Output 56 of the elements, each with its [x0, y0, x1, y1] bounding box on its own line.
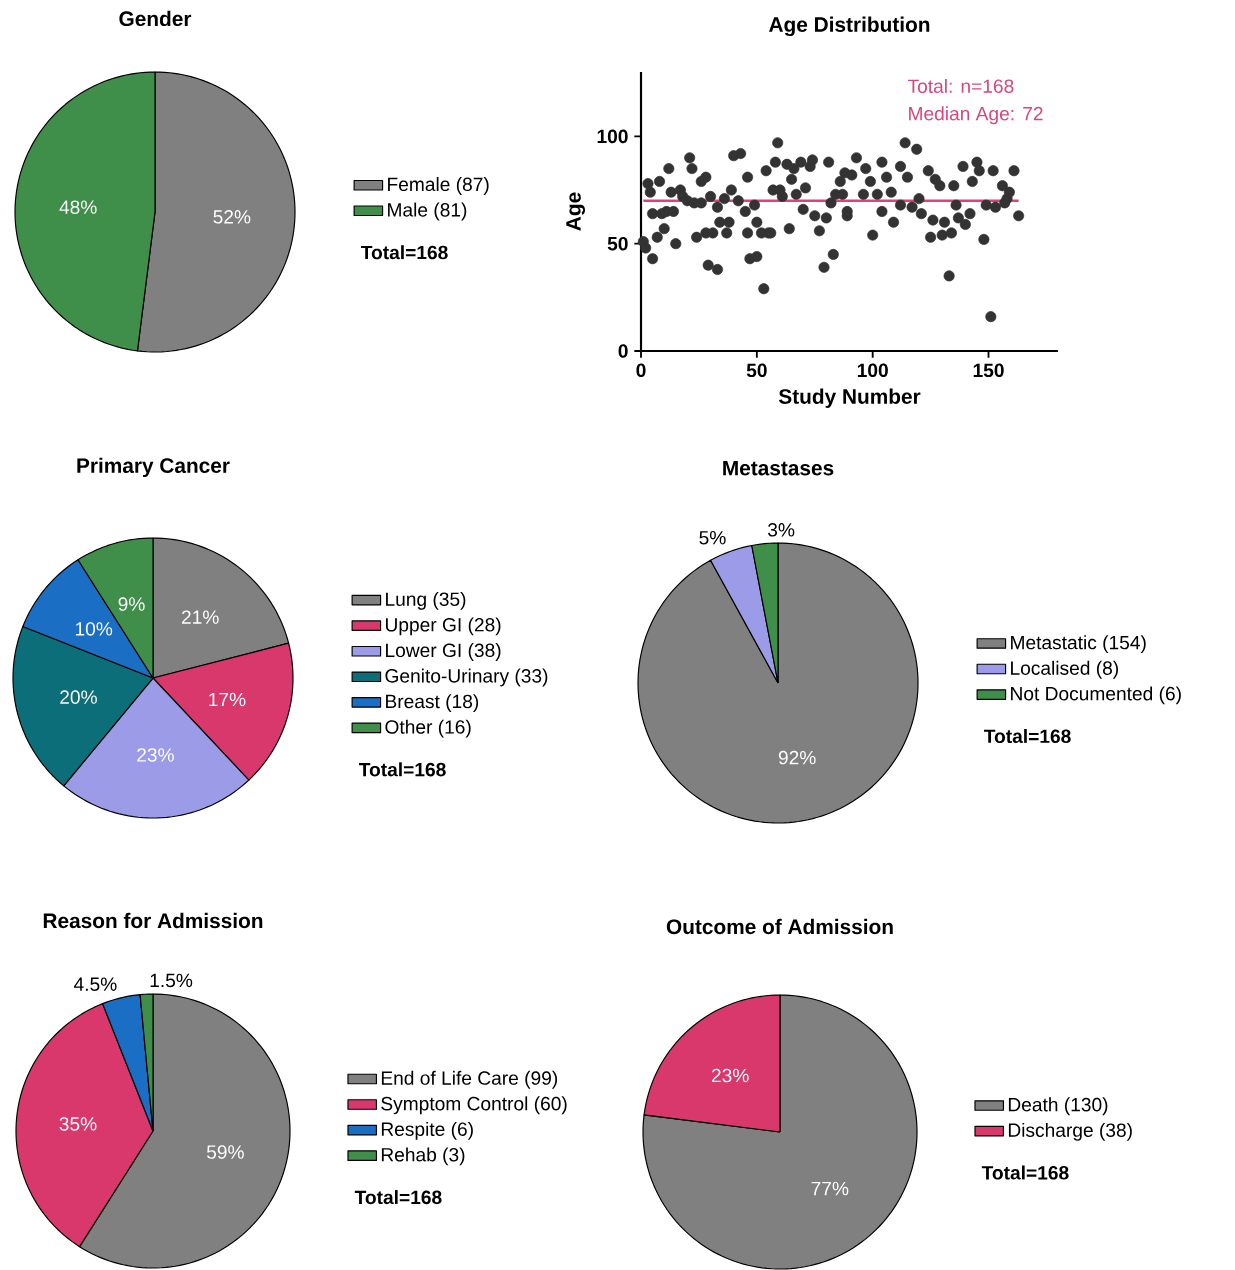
data-label: 10% [75, 622, 113, 636]
x-tick-label: 100 [857, 363, 888, 378]
data-label: 23% [711, 1068, 749, 1083]
data-label: 4.5% [73, 977, 117, 991]
data-label: 35% [59, 1117, 97, 1131]
data-label: 92% [778, 750, 816, 765]
annotation: Total: n=168 [907, 78, 1014, 93]
data-label: 23% [137, 748, 174, 762]
chart-title: Outcome of Admission [666, 918, 893, 935]
text: Total=168 [983, 728, 1071, 744]
data-label: 3% [768, 523, 795, 537]
legend-label: Discharge (38) [1008, 1122, 1132, 1141]
legend-label: Localised (8) [1011, 660, 1119, 679]
x-axis-title: Study Number [778, 388, 921, 408]
legend-label: Symptom Control (60) [381, 1096, 567, 1115]
data-label: 9% [118, 597, 145, 611]
data-label: 48% [59, 200, 97, 214]
chart-title: Age Distribution [769, 16, 930, 37]
legend-label: End of Life Care (99) [381, 1070, 558, 1089]
legend-label: Rehab (3) [381, 1147, 465, 1166]
text: Total=168 [354, 1190, 442, 1205]
data-label: 1.5% [150, 973, 193, 988]
legend-label: Upper GI (28) [385, 617, 501, 636]
data-label: 59% [206, 1145, 244, 1159]
x-tick-label: 50 [746, 363, 767, 378]
legend-label: Male (81) [388, 202, 467, 221]
y-tick-label: 0 [618, 344, 628, 358]
chart-title: Reason for Admission [43, 912, 263, 929]
data-label: 20% [60, 690, 97, 704]
data-label: 52% [213, 210, 251, 224]
data-label: 77% [811, 1181, 849, 1196]
text: Total=168 [358, 762, 446, 777]
data-label: 17% [209, 692, 246, 707]
y-axis-title: Age [566, 192, 586, 231]
y-tick-label: 50 [607, 236, 628, 251]
legend-label: Metastatic (154) [1011, 635, 1146, 654]
text: Total=168 [360, 245, 448, 260]
legend-label: Lower GI (38) [386, 643, 501, 661]
x-tick-label: 0 [636, 363, 646, 378]
legend-label: Genito-Urinary (33) [385, 668, 548, 687]
legend-label: Death (130) [1008, 1097, 1108, 1116]
data-label: 5% [699, 531, 726, 545]
legend-label: Other (16) [385, 719, 471, 738]
annotation: Median Age: 72 [909, 106, 1043, 125]
legend-label: Lung (35) [386, 591, 466, 610]
x-tick-label: 150 [973, 363, 1004, 378]
text: Total=168 [981, 1165, 1069, 1180]
chart-title: Primary Cancer [77, 457, 230, 478]
data-label: 21% [181, 610, 219, 624]
legend-label: Not Documented (6) [1011, 686, 1181, 705]
legend-label: Respite (6) [381, 1121, 473, 1140]
legend-label: Breast (18) [386, 694, 479, 713]
legend-label: Female (87) [388, 177, 489, 195]
y-tick-label: 100 [597, 129, 628, 144]
chart-title: Gender [119, 10, 192, 27]
chart-title: Metastases [723, 460, 834, 476]
